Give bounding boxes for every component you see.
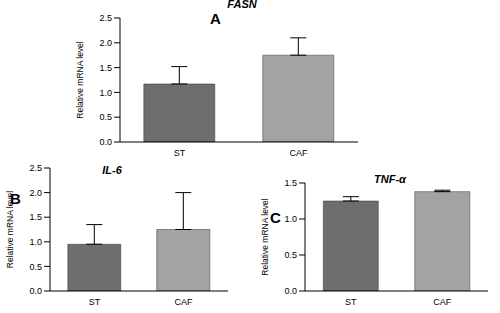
svg-text:0.0: 0.0 (284, 286, 297, 296)
html-text:A: A (210, 10, 221, 27)
svg-text:Relative mRNA level: Relative mRNA level (75, 41, 85, 119)
svg-text:Relative mRNA level: Relative mRNA level (260, 198, 270, 276)
svg-text:1.5: 1.5 (29, 212, 42, 222)
svg-text:CAF: CAF (433, 297, 452, 307)
svg-text:2.0: 2.0 (99, 38, 112, 48)
svg-text:2.5: 2.5 (99, 13, 112, 23)
svg-text:ST: ST (345, 297, 357, 307)
svg-text:CAF: CAF (175, 297, 194, 307)
svg-text:0.0: 0.0 (99, 137, 112, 147)
svg-text:ST: ST (174, 148, 186, 158)
html-text:TNF-α: TNF-α (374, 173, 406, 185)
svg-text:1.5: 1.5 (99, 63, 112, 73)
svg-text:1.0: 1.0 (284, 214, 297, 224)
svg-text:2.0: 2.0 (29, 188, 42, 198)
svg-text:1.0: 1.0 (29, 237, 42, 247)
svg-text:1.0: 1.0 (99, 88, 112, 98)
svg-text:ST: ST (89, 297, 101, 307)
svg-text:0.5: 0.5 (284, 250, 297, 260)
html-text:IL-6: IL-6 (102, 164, 122, 176)
svg-text:1.5: 1.5 (284, 178, 297, 188)
html-text:C: C (270, 209, 281, 226)
html-text:B: B (10, 190, 21, 207)
svg-text:CAF: CAF (290, 148, 309, 158)
svg-text:0.5: 0.5 (29, 262, 42, 272)
svg-text:0.5: 0.5 (99, 112, 112, 122)
svg-text:2.5: 2.5 (29, 163, 42, 173)
svg-text:0.0: 0.0 (29, 286, 42, 296)
